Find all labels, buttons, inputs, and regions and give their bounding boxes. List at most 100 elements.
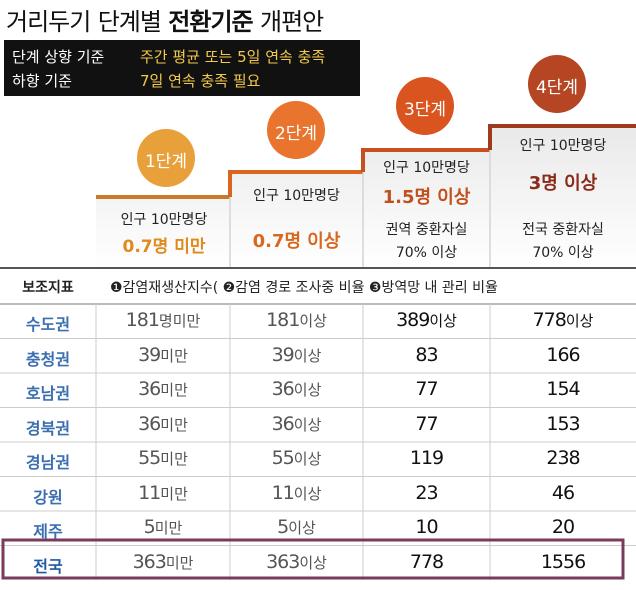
badge-circle-4 <box>528 55 586 113</box>
value-number: 166 <box>546 343 580 366</box>
region-name: 수도권 <box>25 315 71 334</box>
value-unit: 명미만 <box>158 312 201 330</box>
value-cell: 181이상 <box>230 309 363 331</box>
value-cell: 181명미만 <box>96 309 230 331</box>
value-number: 389 <box>396 309 430 331</box>
value-cell: 389이상 <box>363 309 490 331</box>
level4-line1: 인구 10만명당 <box>519 138 607 154</box>
value-number: 238 <box>546 447 580 469</box>
value-number: 11 <box>138 481 161 504</box>
value-number: 119 <box>409 447 444 469</box>
title-part-3: 전환기준 <box>168 8 253 36</box>
value-cell: 11이상 <box>230 482 363 504</box>
value-number: 363 <box>132 550 167 573</box>
criteria-down-label: 하향 기준 <box>12 72 72 90</box>
value-unit: 미만 <box>160 450 188 468</box>
value-cell: 363미만 <box>96 551 230 573</box>
value-cell: 119 <box>363 447 490 469</box>
value-unit: 미만 <box>160 415 188 434</box>
value-cell: 36미만 <box>96 413 230 435</box>
level1-line1: 인구 10만명당 <box>120 212 208 228</box>
value-unit: 이상 <box>293 415 322 434</box>
page-title: 거리두기 단계별 전환기준 개편안 <box>6 2 324 37</box>
stair-line-4 <box>488 124 636 150</box>
stair-background <box>96 126 636 268</box>
criteria-up-value: 주간 평균 또는 5일 연속 충족 <box>140 48 326 66</box>
value-number: 77 <box>415 378 438 400</box>
stair-line-3 <box>361 148 490 172</box>
value-cell: 77 <box>363 378 490 400</box>
value-cell: 154 <box>490 378 636 400</box>
value-cell: 77 <box>363 413 490 435</box>
title-part-2: 단계별 <box>97 8 162 36</box>
aux-text: ❶감염재생산지수( ❷감염 경로 조사중 비율 ❸방역망 내 관리 비율 <box>110 280 498 296</box>
value-number: 363 <box>266 550 300 573</box>
value-number: 778 <box>409 550 444 573</box>
value-unit: 이상 <box>299 553 327 572</box>
aux-label: 보조지표 <box>22 280 74 296</box>
value-number: 55 <box>138 447 161 469</box>
value-number: 181 <box>266 309 300 331</box>
value-unit: 이상 <box>299 312 327 330</box>
value-cell: 778 <box>363 551 490 573</box>
value-number: 11 <box>271 481 295 504</box>
value-number: 1556 <box>540 550 586 573</box>
stair-line-2 <box>228 170 363 197</box>
value-number: 23 <box>415 481 438 504</box>
badge-circle-1 <box>137 129 195 187</box>
value-number: 10 <box>415 516 438 538</box>
region-name: 강원 <box>33 487 63 507</box>
value-unit: 이상 <box>288 519 316 537</box>
value-unit: 이상 <box>293 450 322 468</box>
level-badge-1: 1단계 <box>144 152 188 172</box>
level2-line1: 인구 10만명당 <box>253 188 340 204</box>
criteria-box: 단계 상향 기준 주간 평균 또는 5일 연속 충족 하향 기준 7일 연속 충… <box>4 40 360 96</box>
value-cell: 20 <box>490 516 636 538</box>
value-number: 5 <box>143 516 156 538</box>
value-cell: 778이상 <box>490 309 636 331</box>
value-cell: 55미만 <box>96 447 230 469</box>
level3-line4: 70% 이상 <box>395 245 458 261</box>
level3-line3: 권역 중환자실 <box>385 222 468 238</box>
criteria-up-row: 단계 상향 기준 주간 평균 또는 5일 연속 충족 <box>12 46 325 67</box>
level-badge-4: 4단계 <box>535 78 579 98</box>
value-cell: 5미만 <box>96 516 230 538</box>
title-part-1: 거리두기 <box>6 8 91 36</box>
value-unit: 이상 <box>293 484 322 503</box>
region-name: 경북권 <box>25 418 71 438</box>
region-name: 충청권 <box>25 349 71 369</box>
region-name: 제주 <box>33 522 63 541</box>
value-cell: 36이상 <box>230 378 363 400</box>
value-cell: 39이상 <box>230 344 363 366</box>
value-cell: 55이상 <box>230 447 363 469</box>
value-cell: 363이상 <box>230 551 363 573</box>
value-cell: 166 <box>490 344 636 366</box>
region-name: 경남권 <box>25 453 71 472</box>
row-lines <box>0 338 636 546</box>
value-number: 46 <box>551 481 575 504</box>
value-number: 36 <box>271 412 295 435</box>
value-cell: 1556 <box>490 551 636 573</box>
value-unit: 이상 <box>293 381 322 399</box>
criteria-down-value: 7일 연속 충족 필요 <box>140 72 261 90</box>
value-cell: 46 <box>490 482 636 504</box>
title-part-4: 개편안 <box>259 8 324 36</box>
value-unit: 이상 <box>429 312 457 330</box>
value-unit: 미만 <box>160 346 188 365</box>
value-number: 36 <box>138 378 161 400</box>
level4-line3: 전국 중환자실 <box>522 222 604 238</box>
badge-circle-2 <box>267 101 325 159</box>
value-number: 778 <box>532 309 567 331</box>
value-number: 39 <box>271 343 295 366</box>
level4-line4: 70% 이상 <box>532 245 594 261</box>
value-unit: 미만 <box>154 519 183 537</box>
value-number: 55 <box>271 447 295 469</box>
value-number: 5 <box>277 516 289 538</box>
criteria-up-label: 단계 상향 기준 <box>12 48 105 66</box>
value-cell: 153 <box>490 413 636 435</box>
region-name: 전국 <box>33 556 63 576</box>
level4-threshold: 3명 이상 <box>528 173 598 194</box>
total-row-highlight <box>1 538 625 580</box>
value-cell: 238 <box>490 447 636 469</box>
